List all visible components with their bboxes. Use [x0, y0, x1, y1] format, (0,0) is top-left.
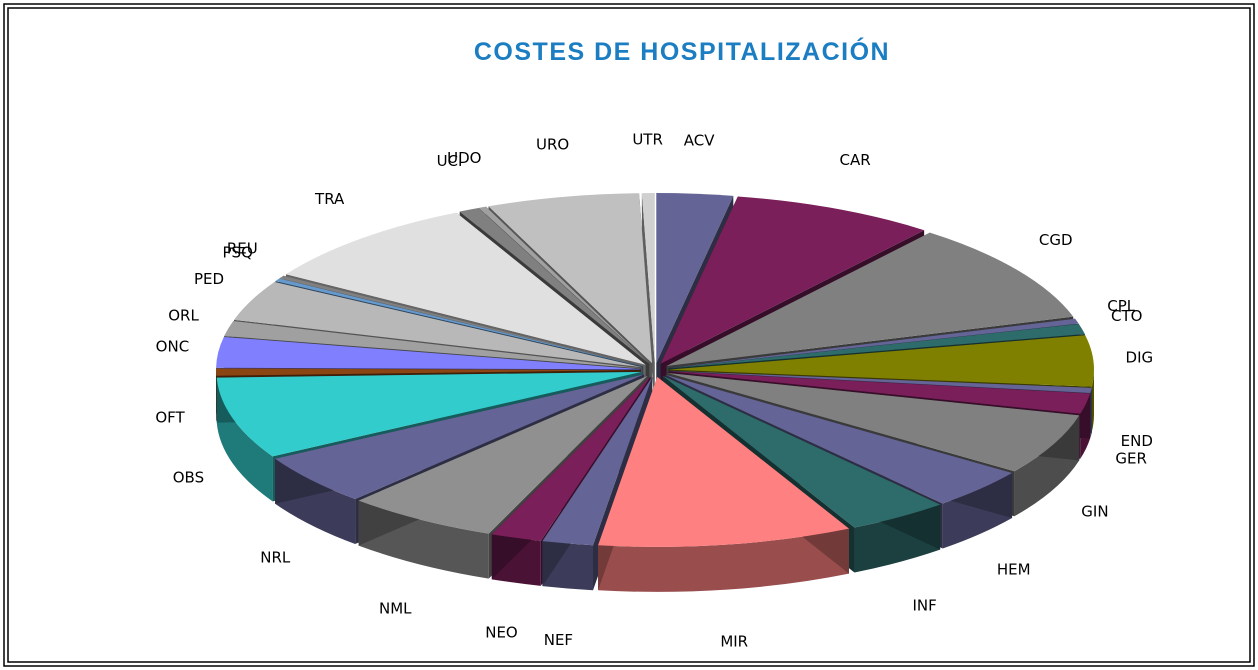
slice: [667, 372, 1080, 472]
slice-label: INF: [912, 597, 936, 615]
slice: [668, 371, 1091, 414]
slice-label: GER: [1115, 449, 1147, 467]
slice: [666, 232, 1074, 367]
slice-label: HEM: [997, 560, 1031, 578]
slice-side: [598, 528, 849, 592]
slice: [478, 206, 650, 364]
slice: [598, 376, 849, 547]
slice: [216, 371, 642, 457]
slice: [216, 368, 642, 376]
slice: [662, 375, 941, 528]
slice-label: OFT: [155, 408, 185, 426]
chart-title: COSTES DE HOSPITALIZACIÓN: [474, 36, 890, 66]
slice: [641, 193, 655, 364]
slice-label: ACV: [684, 131, 715, 149]
outer-frame: [3, 3, 1255, 667]
slice: [660, 196, 925, 364]
slice: [668, 370, 1092, 393]
slice-edge: [641, 193, 655, 409]
slice: [275, 374, 645, 500]
slice: [668, 323, 1085, 369]
slice: [656, 193, 734, 364]
slice-label: NRL: [260, 549, 291, 567]
slice-label: UDO: [447, 149, 481, 167]
slice: [668, 335, 1094, 387]
slice-label: CAR: [840, 151, 871, 169]
slice-label: CTO: [1111, 307, 1142, 325]
slice: [358, 375, 648, 534]
slice-label: PSQ: [223, 243, 253, 261]
slice: [488, 193, 653, 364]
slice-label: OBS: [173, 468, 204, 486]
slice-label: REU: [227, 240, 258, 258]
slice: [216, 336, 642, 370]
slice-side: [216, 377, 273, 502]
inner-frame: [7, 7, 1251, 663]
slice-label: ONC: [156, 337, 190, 355]
slice-label: CPL: [1107, 297, 1136, 315]
slice-label: GIN: [1081, 502, 1108, 520]
slice-label: NEF: [544, 631, 573, 649]
slice: [491, 376, 651, 541]
slice-label: MIR: [720, 632, 748, 650]
slice: [459, 207, 650, 364]
slice-label: CGD: [1039, 231, 1073, 249]
slice-label: NEO: [485, 624, 518, 642]
slice-label: NML: [379, 600, 412, 618]
slice-label: TRA: [314, 190, 345, 208]
slice-label: URO: [536, 136, 569, 154]
slice-label: DIG: [1126, 349, 1154, 367]
slice: [279, 275, 644, 367]
slice: [542, 376, 653, 546]
slice: [665, 374, 1013, 504]
slice-label: UCI: [437, 152, 463, 170]
slice-label: ORL: [168, 307, 199, 325]
slice: [224, 320, 642, 369]
slice-label: END: [1121, 432, 1153, 450]
slice-label: UTR: [632, 131, 663, 149]
slice: [668, 318, 1079, 369]
slice: [233, 281, 643, 368]
slice: [275, 278, 643, 367]
slice-side: [1091, 369, 1094, 432]
slice-label: PED: [194, 270, 224, 288]
slice: [285, 212, 646, 365]
